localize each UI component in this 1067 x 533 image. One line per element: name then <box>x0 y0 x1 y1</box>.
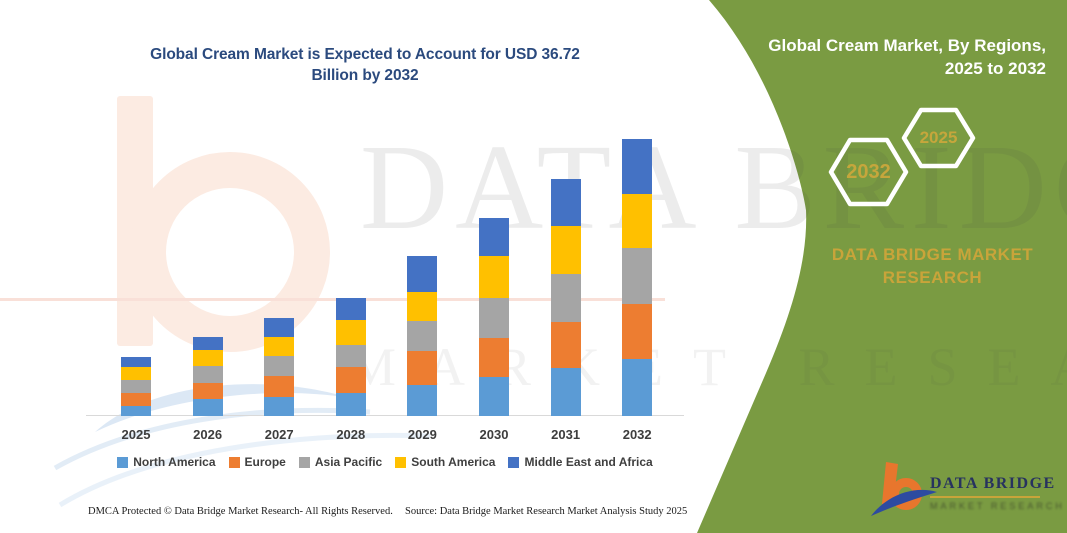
bar-segment-north-america-2030 <box>479 376 509 416</box>
bar-segment-asia-pacific-2029 <box>407 320 438 351</box>
bar-column-2029 <box>407 256 438 416</box>
bar-segment-asia-pacific-2027 <box>264 356 295 376</box>
bar-column-2030 <box>479 218 509 416</box>
chart-title-line2: Billion by 2032 <box>311 67 419 84</box>
bar-segment-europe-2030 <box>479 337 509 377</box>
chart-title: Global Cream Market is Expected to Accou… <box>85 44 645 86</box>
bar-segment-middle-east-and-africa-2031 <box>550 179 581 226</box>
bar-segment-asia-pacific-2026 <box>192 365 223 384</box>
bar-segment-south-america-2025 <box>121 367 151 380</box>
bar-segment-south-america-2029 <box>407 291 438 321</box>
x-axis-label-2032: 2032 <box>622 427 652 442</box>
chart-title-line1: Global Cream Market is Expected to Accou… <box>150 46 580 63</box>
footer-dmca-text: DMCA Protected © Data Bridge Market Rese… <box>88 506 393 517</box>
x-axis-label-2030: 2030 <box>479 427 509 442</box>
bar-segment-asia-pacific-2032 <box>622 248 653 305</box>
bar-segment-middle-east-and-africa-2032 <box>622 139 653 194</box>
bar-segment-south-america-2030 <box>479 256 509 299</box>
bar-segment-north-america-2032 <box>622 359 653 416</box>
x-axis-label-2031: 2031 <box>551 427 581 442</box>
bar-column-2032 <box>622 139 653 416</box>
bar-segment-europe-2032 <box>622 304 653 360</box>
bar-segment-south-america-2032 <box>622 193 653 249</box>
legend-swatch-middle-east-and-africa <box>508 456 520 468</box>
bar-segment-asia-pacific-2028 <box>335 344 366 367</box>
footer-source-text: Source: Data Bridge Market Research Mark… <box>405 506 688 517</box>
bar-segment-middle-east-and-africa-2030 <box>479 218 509 257</box>
bar-column-2031 <box>550 179 581 416</box>
legend-label-south-america: South America <box>411 455 496 469</box>
bar-segment-europe-2029 <box>407 350 438 385</box>
bar-segment-asia-pacific-2031 <box>550 273 581 322</box>
bar-segment-south-america-2028 <box>335 319 366 345</box>
legend-label-middle-east-and-africa: Middle East and Africa <box>524 455 653 469</box>
bar-segment-north-america-2029 <box>407 384 438 416</box>
bar-segment-middle-east-and-africa-2029 <box>407 256 438 292</box>
bar-segment-middle-east-and-africa-2025 <box>121 357 151 368</box>
x-axis-line <box>86 415 684 416</box>
bar-segment-south-america-2026 <box>192 349 223 366</box>
bar-segment-south-america-2031 <box>550 225 581 274</box>
bar-segment-europe-2031 <box>550 321 581 369</box>
bar-segment-middle-east-and-africa-2028 <box>335 297 366 320</box>
legend-item-middle-east-and-africa: Middle East and Africa <box>508 455 653 469</box>
bar-segment-north-america-2031 <box>550 368 581 416</box>
bar-segment-asia-pacific-2030 <box>479 298 509 338</box>
